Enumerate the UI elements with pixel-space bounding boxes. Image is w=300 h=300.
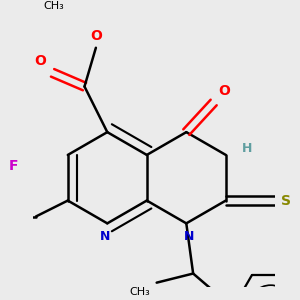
Text: N: N bbox=[183, 230, 194, 243]
Text: O: O bbox=[218, 84, 230, 98]
Text: H: H bbox=[242, 142, 252, 154]
Text: F: F bbox=[9, 158, 18, 172]
Text: O: O bbox=[34, 54, 46, 68]
Text: N: N bbox=[100, 230, 110, 243]
Text: CH₃: CH₃ bbox=[129, 287, 150, 297]
Text: S: S bbox=[280, 194, 290, 208]
Text: CH₃: CH₃ bbox=[43, 1, 64, 11]
Text: O: O bbox=[90, 29, 102, 43]
